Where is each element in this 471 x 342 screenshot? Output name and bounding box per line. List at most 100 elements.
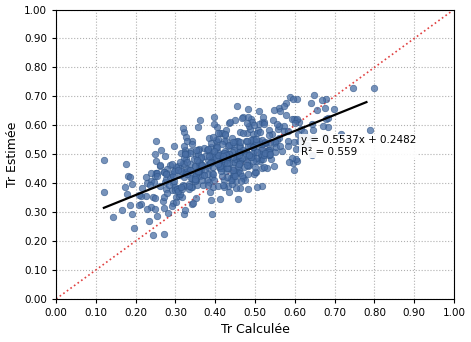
Point bbox=[223, 165, 230, 171]
Point bbox=[233, 153, 240, 158]
Point bbox=[257, 152, 265, 158]
Point bbox=[219, 183, 227, 188]
Point bbox=[293, 116, 301, 121]
Point bbox=[212, 146, 220, 151]
Point bbox=[142, 174, 150, 180]
Point bbox=[216, 130, 223, 136]
Point bbox=[232, 157, 239, 162]
Point bbox=[236, 157, 243, 163]
Point bbox=[204, 146, 212, 152]
Point bbox=[194, 152, 202, 157]
Point bbox=[169, 181, 176, 186]
Point bbox=[208, 159, 215, 165]
Point bbox=[261, 140, 268, 145]
Point bbox=[204, 164, 212, 169]
Point bbox=[223, 174, 231, 180]
Point bbox=[239, 131, 247, 136]
Point bbox=[110, 214, 117, 220]
Point bbox=[209, 134, 217, 140]
Point bbox=[226, 120, 233, 126]
Point bbox=[180, 212, 188, 217]
Point bbox=[171, 185, 179, 190]
Point bbox=[220, 150, 227, 156]
Point bbox=[366, 128, 374, 133]
Point bbox=[229, 167, 236, 172]
Point bbox=[248, 119, 255, 124]
Point bbox=[187, 184, 195, 190]
Point bbox=[162, 170, 170, 176]
Point bbox=[192, 147, 199, 153]
Point bbox=[270, 141, 277, 146]
Point bbox=[213, 145, 221, 150]
Point bbox=[256, 122, 263, 127]
Point bbox=[128, 211, 136, 216]
Point bbox=[237, 179, 244, 184]
Point bbox=[224, 154, 232, 159]
Point bbox=[100, 189, 108, 195]
Point bbox=[162, 176, 170, 182]
Point bbox=[206, 154, 213, 159]
Point bbox=[252, 139, 260, 144]
Point bbox=[249, 158, 256, 163]
Point bbox=[273, 121, 280, 127]
Point bbox=[186, 161, 194, 167]
Point bbox=[169, 203, 176, 209]
Point bbox=[251, 171, 258, 176]
Point bbox=[266, 152, 273, 157]
Point bbox=[244, 152, 252, 157]
Point bbox=[290, 139, 297, 145]
Point bbox=[234, 138, 241, 144]
Point bbox=[123, 191, 130, 197]
Point bbox=[195, 147, 202, 153]
Point bbox=[324, 115, 332, 121]
Point bbox=[243, 138, 251, 144]
Point bbox=[235, 143, 243, 149]
Point bbox=[163, 190, 171, 196]
Point bbox=[209, 171, 217, 176]
Point bbox=[292, 147, 300, 152]
Point bbox=[214, 130, 222, 135]
Point bbox=[197, 167, 205, 172]
Point bbox=[192, 195, 200, 200]
Point bbox=[243, 139, 250, 144]
Point bbox=[241, 165, 248, 170]
Point bbox=[218, 156, 225, 161]
Point bbox=[313, 107, 321, 113]
Point bbox=[322, 116, 330, 122]
Point bbox=[269, 117, 276, 123]
Point bbox=[207, 140, 215, 146]
Point bbox=[276, 143, 283, 148]
Point bbox=[170, 168, 178, 174]
Point bbox=[266, 147, 273, 153]
Point bbox=[168, 161, 175, 167]
Point bbox=[180, 130, 188, 135]
Point bbox=[207, 145, 214, 150]
Point bbox=[161, 232, 168, 237]
Point bbox=[150, 180, 158, 185]
Point bbox=[254, 185, 261, 190]
Point bbox=[190, 200, 197, 206]
Point bbox=[196, 161, 204, 166]
Point bbox=[265, 152, 273, 158]
Point bbox=[201, 145, 208, 150]
Point bbox=[197, 163, 204, 168]
Point bbox=[179, 182, 187, 188]
Point bbox=[250, 136, 257, 142]
Point bbox=[173, 187, 180, 192]
Point bbox=[146, 182, 154, 187]
Point bbox=[263, 165, 271, 170]
Point bbox=[216, 166, 224, 171]
Point bbox=[222, 150, 230, 156]
Point bbox=[219, 156, 227, 162]
Point bbox=[256, 129, 264, 134]
Point bbox=[210, 153, 217, 158]
Point bbox=[205, 180, 213, 185]
Point bbox=[237, 150, 244, 155]
Point bbox=[147, 178, 154, 183]
Point bbox=[255, 139, 263, 144]
Point bbox=[201, 153, 209, 158]
Point bbox=[224, 154, 232, 160]
Point bbox=[222, 132, 229, 137]
Point bbox=[251, 147, 258, 153]
Point bbox=[195, 124, 202, 130]
